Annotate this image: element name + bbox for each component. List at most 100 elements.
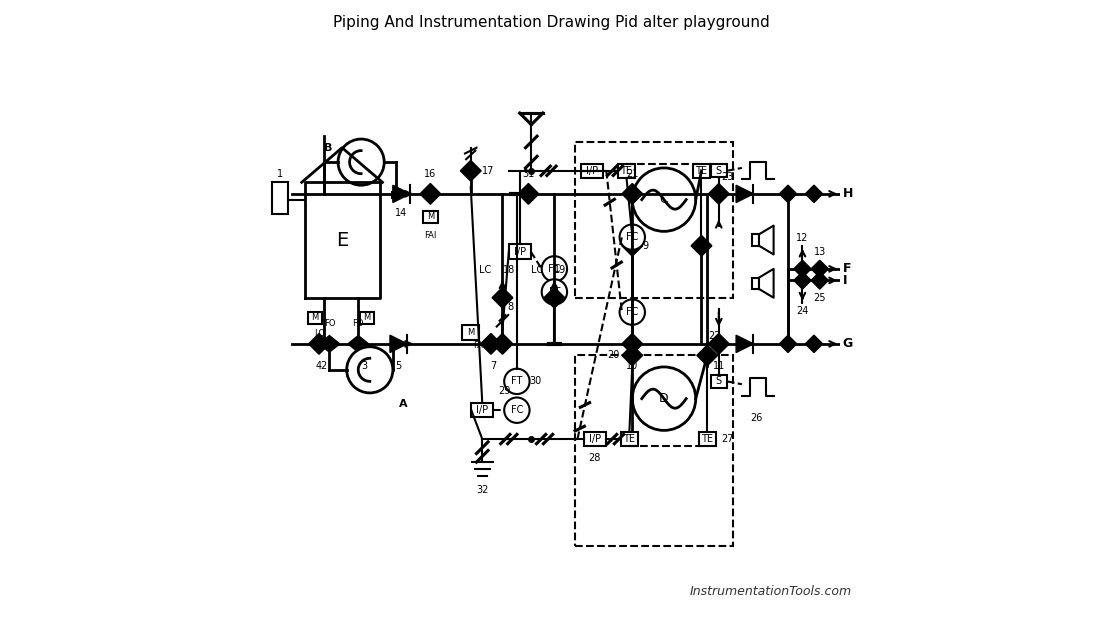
Text: 22: 22 [708,331,721,341]
Text: H: H [843,187,854,200]
Text: 20: 20 [607,350,620,360]
Text: G: G [843,337,853,350]
Text: FC: FC [627,232,639,242]
Polygon shape [309,333,330,344]
Text: 29: 29 [499,386,511,396]
Polygon shape [811,280,828,289]
Polygon shape [780,335,796,344]
Circle shape [542,256,567,282]
Bar [693,164,710,178]
Text: 19: 19 [555,265,567,275]
Bar [575,142,733,298]
Polygon shape [420,194,441,204]
Polygon shape [544,287,565,298]
Text: 3: 3 [361,361,367,371]
Polygon shape [805,185,823,194]
Circle shape [542,279,567,305]
Polygon shape [492,298,513,308]
Circle shape [504,369,529,394]
Polygon shape [759,269,773,298]
Polygon shape [309,344,330,354]
Polygon shape [518,183,538,194]
Bar [471,403,493,418]
Text: 14: 14 [395,209,408,218]
Text: I/P: I/P [514,246,526,256]
Circle shape [632,168,696,231]
Text: 12: 12 [796,233,808,243]
Polygon shape [390,335,407,353]
Polygon shape [481,344,501,354]
Text: 16: 16 [425,169,437,180]
Text: FAI: FAI [473,341,485,350]
Text: I/P: I/P [586,166,598,176]
Text: 7: 7 [491,361,497,371]
Polygon shape [622,355,643,366]
Polygon shape [622,194,643,204]
Polygon shape [759,226,773,255]
Polygon shape [708,194,729,204]
Polygon shape [697,345,718,355]
Bar [424,210,438,223]
Polygon shape [708,344,729,354]
Polygon shape [708,333,729,344]
Polygon shape [420,183,441,194]
Text: 32: 32 [476,485,489,495]
Polygon shape [794,260,811,269]
Polygon shape [697,355,718,366]
Circle shape [620,224,645,250]
Text: B: B [324,143,332,152]
Polygon shape [518,194,538,204]
Polygon shape [622,246,643,256]
Text: M: M [427,212,433,222]
Text: FC: FC [511,405,523,415]
Text: M: M [467,328,474,337]
Polygon shape [692,236,711,246]
Polygon shape [805,344,823,353]
Polygon shape [347,344,368,352]
Text: 23: 23 [721,173,735,182]
Polygon shape [780,194,796,202]
Text: LC: LC [479,265,491,275]
Text: FAI: FAI [425,231,437,241]
Bar [618,164,635,178]
Polygon shape [492,287,513,298]
Bar [621,432,638,446]
Polygon shape [319,336,340,344]
Text: S: S [716,376,721,386]
Text: 17: 17 [482,166,494,176]
Text: M: M [311,313,319,323]
Text: TE: TE [702,434,714,444]
Text: 4: 4 [315,361,322,371]
Text: 10: 10 [627,361,639,371]
Polygon shape [794,280,811,289]
Text: E: E [336,231,349,249]
Polygon shape [319,344,340,352]
Circle shape [346,346,393,393]
Text: 9: 9 [643,241,649,251]
Text: C: C [660,193,668,206]
Bar [752,234,759,246]
Text: LO: LO [314,329,324,338]
Text: B: B [390,191,398,201]
Text: 18: 18 [503,265,515,275]
Text: 25: 25 [814,293,826,303]
Circle shape [338,139,384,185]
Polygon shape [794,269,811,278]
Text: D: D [660,392,668,405]
Polygon shape [622,183,643,194]
Polygon shape [794,272,811,280]
Bar [752,278,759,289]
Polygon shape [811,272,828,280]
Bar [508,244,531,259]
Text: 26: 26 [750,413,762,423]
Polygon shape [544,298,565,308]
Bar [583,432,606,446]
Polygon shape [460,161,481,171]
Circle shape [632,367,696,430]
Bar [360,312,374,324]
Text: 11: 11 [713,361,725,371]
Text: F: F [843,262,852,275]
Polygon shape [780,185,796,194]
Text: A: A [398,399,407,409]
Text: 13: 13 [814,248,826,257]
